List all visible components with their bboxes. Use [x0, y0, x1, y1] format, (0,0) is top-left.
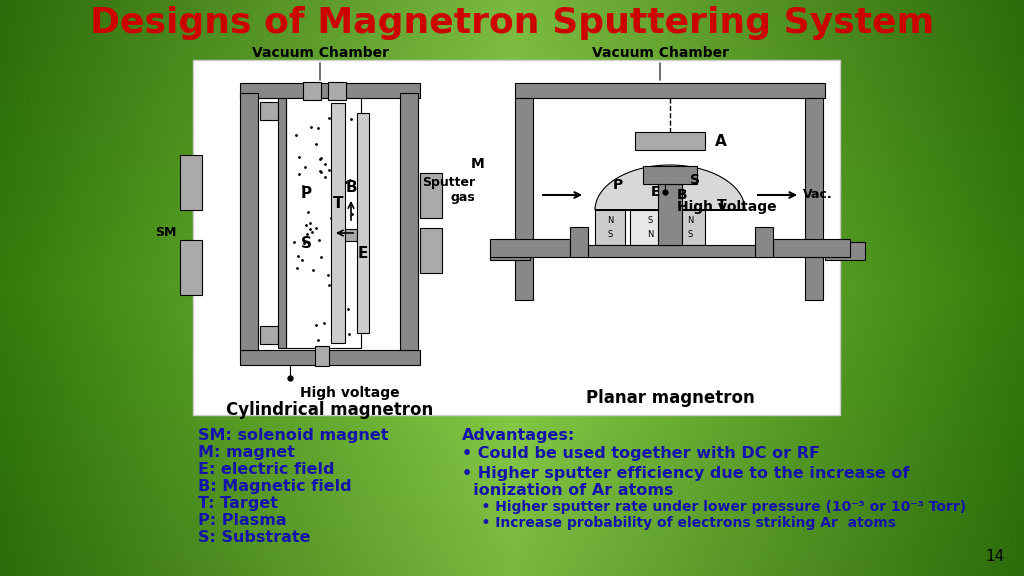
Bar — [825, 242, 865, 260]
Bar — [315, 346, 329, 366]
Bar — [193, 60, 840, 415]
Bar — [570, 227, 588, 257]
Text: S: S — [687, 230, 692, 239]
Bar — [400, 93, 418, 350]
Text: E: electric field: E: electric field — [198, 462, 335, 477]
Text: High voltage: High voltage — [677, 200, 776, 214]
Text: Vacuum Chamber: Vacuum Chamber — [592, 46, 728, 60]
Text: T: Target: T: Target — [198, 496, 278, 511]
Text: B: B — [345, 180, 356, 195]
Text: T: T — [717, 198, 727, 212]
Bar — [303, 82, 321, 100]
Bar — [260, 326, 278, 344]
Bar — [675, 210, 705, 245]
Text: Vac.: Vac. — [803, 188, 833, 202]
Bar — [328, 82, 346, 100]
Text: S: Substrate: S: Substrate — [198, 530, 310, 545]
Text: • Could be used together with DC or RF: • Could be used together with DC or RF — [462, 446, 820, 461]
Bar — [585, 245, 765, 257]
Text: N: N — [647, 230, 653, 239]
Text: • Higher sputter rate under lower pressure (10⁻⁵ or 10⁻³ Torr): • Higher sputter rate under lower pressu… — [462, 500, 966, 514]
Text: 14: 14 — [986, 549, 1005, 564]
Text: S: S — [300, 236, 311, 251]
Bar — [180, 240, 202, 295]
Text: Cylindrical magnetron: Cylindrical magnetron — [226, 401, 433, 419]
Text: E: E — [650, 185, 659, 199]
Bar — [345, 229, 357, 241]
Bar — [420, 173, 442, 218]
Text: P: Plasma: P: Plasma — [198, 513, 287, 528]
Bar — [286, 98, 361, 348]
Text: M: magnet: M: magnet — [198, 445, 295, 460]
Text: S: S — [607, 230, 612, 239]
Text: ionization of Ar atoms: ionization of Ar atoms — [462, 483, 674, 498]
Bar — [260, 102, 278, 120]
Bar — [240, 93, 258, 350]
Bar — [630, 210, 670, 245]
Bar — [490, 239, 570, 257]
Text: P: P — [300, 185, 311, 200]
Text: N: N — [687, 216, 693, 225]
Bar — [278, 98, 286, 348]
Bar — [635, 132, 705, 150]
Text: Vacuum Chamber: Vacuum Chamber — [252, 46, 388, 60]
Bar — [240, 350, 420, 365]
Bar — [658, 184, 682, 245]
Bar — [643, 166, 697, 184]
Bar — [180, 155, 202, 210]
Bar — [515, 98, 534, 300]
Text: Planar magnetron: Planar magnetron — [586, 389, 755, 407]
Bar — [331, 103, 345, 343]
Bar — [773, 239, 850, 257]
Text: SM: solenoid magnet: SM: solenoid magnet — [198, 428, 388, 443]
Text: Designs of Magnetron Sputtering System: Designs of Magnetron Sputtering System — [90, 6, 934, 40]
Text: B: Magnetic field: B: Magnetic field — [198, 479, 351, 494]
Bar — [515, 83, 825, 98]
Bar — [490, 242, 530, 260]
Text: N: N — [607, 216, 613, 225]
Text: E: E — [357, 245, 369, 260]
Text: B: B — [677, 188, 687, 202]
Text: High voltage: High voltage — [300, 386, 399, 400]
Text: T: T — [333, 195, 343, 210]
Text: A: A — [715, 134, 727, 149]
Text: SM: SM — [155, 225, 176, 238]
Polygon shape — [595, 165, 745, 210]
Text: Advantages:: Advantages: — [462, 428, 575, 443]
Bar — [240, 83, 420, 98]
Text: Sputter
gas: Sputter gas — [422, 176, 475, 204]
Bar — [357, 113, 369, 333]
Bar — [805, 98, 823, 300]
Text: P: P — [613, 178, 624, 192]
Text: S: S — [690, 173, 700, 187]
Bar — [595, 210, 625, 245]
Bar — [755, 227, 773, 257]
Text: S: S — [647, 216, 652, 225]
Bar — [420, 228, 442, 273]
Text: M: M — [471, 157, 485, 171]
Text: • Higher sputter efficiency due to the increase of: • Higher sputter efficiency due to the i… — [462, 466, 909, 481]
Text: • Increase probability of electrons striking Ar  atoms: • Increase probability of electrons stri… — [462, 516, 896, 530]
